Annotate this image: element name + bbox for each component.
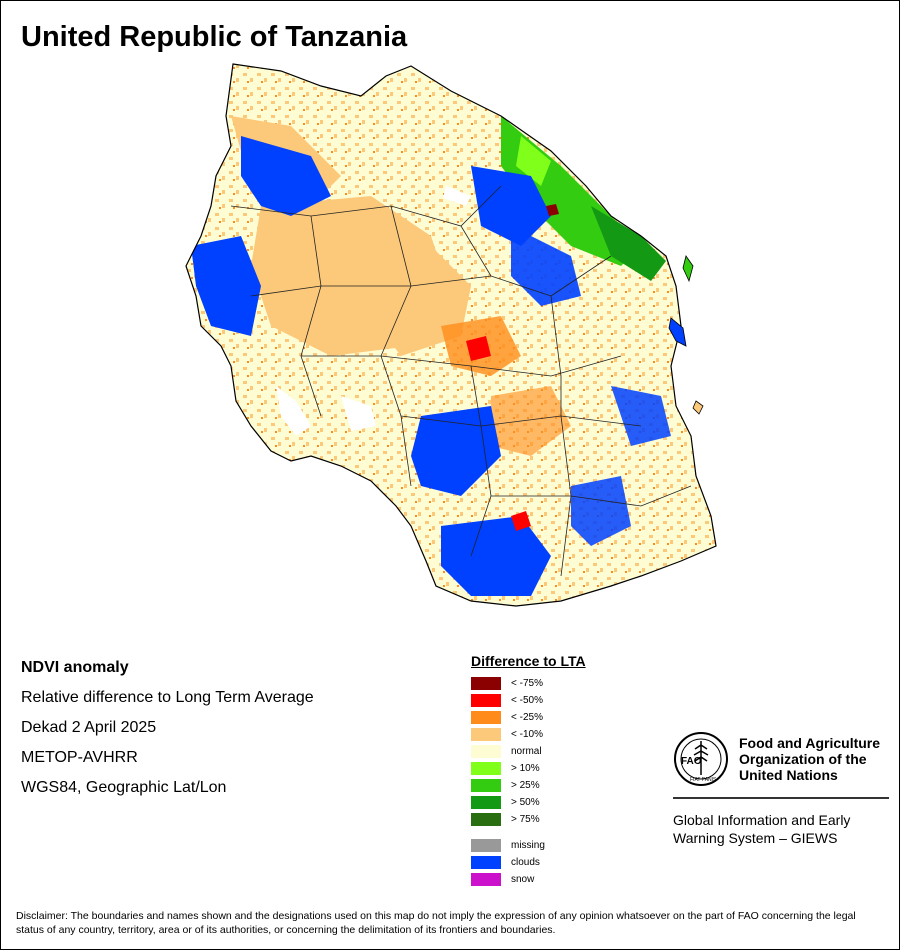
legend-swatch <box>471 839 501 852</box>
fao-logo-text: FAO <box>681 756 702 767</box>
legend-swatch <box>471 711 501 724</box>
fao-logo-motto: FIAT PANIS <box>690 777 717 783</box>
zanzibar-island <box>668 317 687 347</box>
legend-item: < -50% <box>471 692 586 709</box>
legend-swatch <box>471 779 501 792</box>
legend-swatch <box>471 745 501 758</box>
legend-label: missing <box>511 840 545 851</box>
legend-item: snow <box>471 871 586 888</box>
legend-item: > 75% <box>471 811 586 828</box>
lake-manyara <box>443 186 471 206</box>
legend-label: > 25% <box>511 780 540 791</box>
legend-label: > 50% <box>511 797 540 808</box>
fao-name: Food and Agriculture Organization of the… <box>739 735 881 783</box>
fao-logo-icon: FAO FIAT PANIS <box>674 732 728 786</box>
admin-boundaries <box>230 185 692 577</box>
legend-swatch <box>471 677 501 690</box>
map-info: NDVI anomaly Relative difference to Long… <box>21 657 314 807</box>
sensor-name: METOP-AVHRR <box>21 749 138 766</box>
legend-swatch <box>471 813 501 826</box>
legend-item: < -75% <box>471 675 586 692</box>
legend-item: < -25% <box>471 709 586 726</box>
lake-rukwa <box>341 396 376 431</box>
country-border <box>185 63 717 607</box>
map-title: United Republic of Tanzania <box>21 21 408 53</box>
legend-swatch <box>471 856 501 869</box>
legend-title: Difference to LTA <box>471 653 586 669</box>
legend-swatch <box>471 762 501 775</box>
legend-label: > 75% <box>511 814 540 825</box>
legend-label: < -10% <box>511 729 543 740</box>
legend: Difference to LTA < -75% < -50% < -25% < -1… <box>471 653 586 888</box>
legend-swatch <box>471 694 501 707</box>
legend-item: < -10% <box>471 726 586 743</box>
legend-label: < -50% <box>511 695 543 706</box>
legend-item: > 10% <box>471 760 586 777</box>
legend-swatch <box>471 796 501 809</box>
legend-item: missing <box>471 837 586 854</box>
fao-branding: FAO FIAT PANIS Food and Agriculture Orga… <box>673 731 889 847</box>
mafia-island <box>692 400 704 415</box>
legend-label: < -75% <box>511 678 543 689</box>
product-name: NDVI anomaly <box>21 659 129 676</box>
legend-classes: < -75% < -50% < -25% < -10% normal > 10% > 25%… <box>471 675 586 828</box>
legend-label: > 10% <box>511 763 540 774</box>
legend-label: < -25% <box>511 712 543 723</box>
product-description: Relative difference to Long Term Average <box>21 689 314 706</box>
lake-tanganyika <box>276 386 311 436</box>
projection-info: WGS84, Geographic Lat/Lon <box>21 779 227 796</box>
pemba-island <box>682 255 694 283</box>
fao-divider <box>673 797 889 799</box>
legend-label: normal <box>511 746 542 757</box>
legend-item: > 25% <box>471 777 586 794</box>
ndvi-raster <box>186 64 716 606</box>
disclaimer: Disclaimer: The boundaries and names sho… <box>16 910 856 936</box>
legend-label: snow <box>511 874 535 885</box>
legend-other: missing clouds snow <box>471 837 586 888</box>
legend-item: clouds <box>471 854 586 871</box>
legend-swatch <box>471 873 501 886</box>
tanzania-ndvi-map <box>185 63 717 607</box>
legend-label: clouds <box>511 857 540 868</box>
time-period: Dekad 2 April 2025 <box>21 719 157 736</box>
legend-item: normal <box>471 743 586 760</box>
giews-name: Global Information and Early Warning Sys… <box>673 812 851 846</box>
legend-item: > 50% <box>471 794 586 811</box>
legend-swatch <box>471 728 501 741</box>
